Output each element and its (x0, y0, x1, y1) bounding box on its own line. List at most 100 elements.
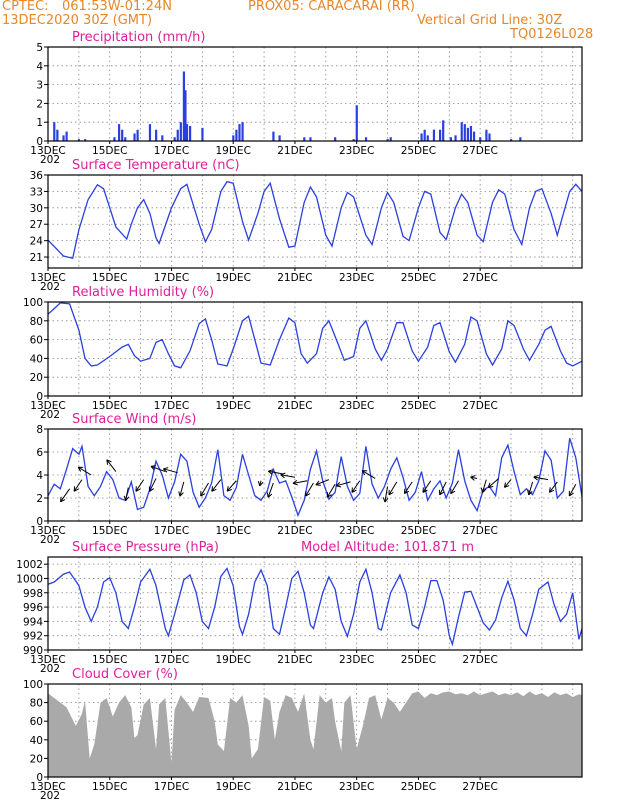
pres-title: Surface Pressure (hPa) (72, 540, 219, 555)
precip-bar (272, 131, 275, 141)
rh-xtick-label: 27DEC (462, 400, 497, 412)
cloud-ytick-label: 60 (30, 716, 43, 728)
precip-bar (472, 131, 476, 141)
precip-bar (432, 129, 436, 141)
wind-arrow (305, 482, 314, 497)
wind-ytick-label: 6 (36, 447, 43, 459)
precip-bar (439, 129, 442, 141)
temp-x-minor-label: 202 (40, 281, 60, 293)
pres-xtick-label: 13DEC (30, 654, 65, 666)
precip-bar (179, 122, 182, 141)
wind-xtick-label: 25DEC (401, 525, 436, 537)
temp-xtick-label: 19DEC (215, 272, 250, 284)
precip-bar (352, 139, 355, 141)
wind-arrow (200, 482, 209, 497)
wind-arrow (480, 479, 487, 493)
precip-bar (133, 133, 136, 141)
wind-arrow (361, 470, 376, 479)
wind-arrow (292, 479, 308, 486)
precip-bar (184, 90, 187, 141)
rh-x-minor-label: 202 (40, 409, 60, 421)
pres-ytick-label: 994 (23, 616, 43, 628)
wind-series-line (47, 438, 583, 518)
wind-arrow (280, 472, 296, 479)
rh-frame (47, 301, 583, 397)
cloud-ytick-label: 100 (23, 679, 43, 691)
temp-ytick-label: 21 (30, 252, 43, 264)
precip-bar (423, 129, 426, 141)
pres-x-minor-label: 202 (40, 663, 60, 675)
precip-frame (47, 46, 583, 142)
precip-bar (188, 125, 192, 141)
wind-frame (47, 428, 583, 522)
header-source: CPTEC: (2, 0, 49, 14)
precip-bar (466, 127, 469, 141)
precip-bar (65, 131, 68, 141)
rh-ytick-label: 100 (23, 297, 43, 309)
precip-bar (241, 122, 244, 141)
cloud-ytick-label: 20 (30, 753, 43, 765)
precip-title: Precipitation (mm/h) (72, 30, 205, 45)
precip-bar (53, 122, 56, 141)
precip-bar (364, 137, 368, 141)
wind-arrow (211, 479, 222, 492)
precip-bar (124, 137, 127, 141)
wind-arrow (504, 479, 512, 488)
temp-xtick-label: 17DEC (154, 272, 189, 284)
pres-subtitle: Model Altitude: 101.871 m (301, 540, 474, 555)
rh-xtick-label: 15DEC (92, 400, 127, 412)
pres-xtick-label: 23DEC (339, 654, 374, 666)
wind-xtick-label: 27DEC (462, 525, 497, 537)
pres-xtick-label: 27DEC (462, 654, 497, 666)
header-date: 13DEC2020 30Z (GMT) (2, 13, 153, 28)
wind-arrow (60, 488, 71, 503)
cloud-xtick-label: 15DEC (92, 781, 127, 793)
cloud-frame (47, 683, 583, 778)
wind-xtick-label: 19DEC (215, 525, 250, 537)
wind-ytick-label: 2 (36, 493, 43, 505)
precip-bar (56, 129, 59, 141)
cloud-xtick-label: 13DEC (30, 781, 65, 793)
rh-xtick-label: 13DEC (30, 400, 65, 412)
wind-arrow (533, 474, 549, 481)
temp-xtick-label: 13DEC (30, 272, 65, 284)
precip-bar (510, 139, 513, 141)
precip-bar (155, 129, 158, 141)
wind-title: Surface Wind (m/s) (72, 412, 196, 427)
precip-bar (303, 137, 306, 141)
precip-bar (309, 137, 312, 141)
temp-frame (47, 174, 583, 269)
wind-arrow (266, 482, 274, 498)
wind-arrow (315, 479, 330, 486)
pres-ytick-label: 1000 (16, 573, 43, 585)
precip-bar (182, 71, 186, 141)
cloud-ytick-label: 0 (36, 772, 43, 784)
temp-ytick-label: 33 (30, 186, 43, 198)
precip-xtick-label: 17DEC (154, 145, 189, 157)
cloud-xtick-label: 19DEC (215, 781, 250, 793)
panel-temp: 21 24 27 30 33 36 13DEC 15DEC 17DEC 19DEC 21DEC 23D… (30, 158, 583, 293)
precip-bar (389, 137, 392, 141)
wind-ytick-label: 4 (36, 470, 43, 482)
precip-bar (469, 125, 473, 141)
precip-xtick-label: 13DEC (30, 145, 65, 157)
wind-arrow (487, 478, 499, 489)
wind-arrow (257, 480, 264, 487)
pres-xtick-label: 15DEC (92, 654, 127, 666)
temp-xtick-label: 23DEC (339, 272, 374, 284)
precip-bar (488, 133, 491, 141)
panel-cloud: 0 20 40 60 80 100 13DEC 15DEC 17DEC 19DEC 21DEC 23D… (23, 667, 583, 800)
precip-bar (463, 124, 466, 141)
pres-ytick-label: 992 (23, 631, 43, 643)
wind-arrow (335, 481, 351, 488)
precip-bar (454, 135, 457, 141)
wind-arrow (178, 481, 185, 497)
temp-xtick-label: 25DEC (401, 272, 436, 284)
cloud-xtick-label: 21DEC (277, 781, 312, 793)
precip-bar (426, 135, 429, 141)
precip-bar (485, 129, 488, 141)
precip-ytick-label: 4 (36, 61, 43, 73)
cloud-xtick-label: 27DEC (462, 781, 497, 793)
panel-precip: 0 1 2 3 4 5 13DEC 15DEC 17DEC 19DEC 21DEC 23DEC 25DE… (30, 30, 583, 166)
rh-ytick-label: 0 (36, 391, 43, 403)
